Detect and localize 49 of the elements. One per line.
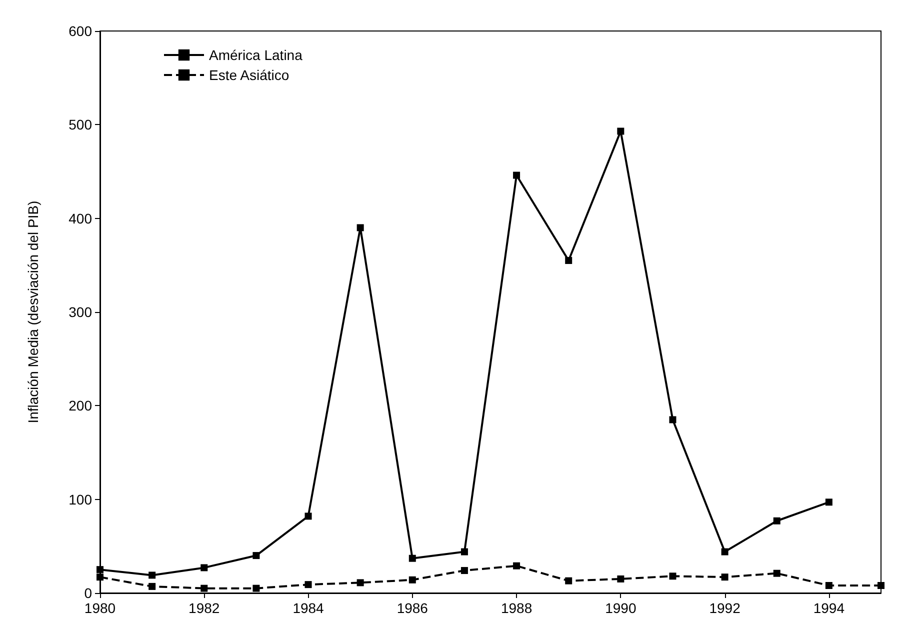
point bbox=[304, 581, 312, 588]
point bbox=[617, 128, 624, 135]
point bbox=[565, 577, 572, 584]
x-tick-label: 1988 bbox=[500, 600, 532, 616]
x-tick-label: 1984 bbox=[292, 600, 324, 616]
point bbox=[200, 584, 208, 592]
y-tick-label: 100 bbox=[68, 491, 92, 508]
x-tick-label: 1986 bbox=[396, 600, 428, 616]
point bbox=[252, 584, 260, 592]
point bbox=[825, 582, 832, 590]
point bbox=[148, 582, 156, 590]
legend-label: América Latina bbox=[209, 47, 303, 63]
point bbox=[721, 574, 728, 581]
y-tick-label: 200 bbox=[68, 398, 92, 414]
legend-label: Este Asiático bbox=[209, 67, 290, 83]
point bbox=[513, 172, 520, 179]
x-tick-label: 1980 bbox=[84, 600, 116, 616]
point bbox=[878, 582, 884, 590]
point bbox=[408, 576, 416, 584]
point bbox=[669, 416, 676, 424]
y-axis-title: Inflación Media (desviación del PIB) bbox=[25, 200, 41, 424]
point bbox=[565, 256, 572, 264]
point bbox=[460, 548, 468, 556]
point bbox=[825, 498, 832, 506]
x-tick-label: 1990 bbox=[605, 600, 636, 616]
point bbox=[773, 570, 780, 577]
x-tick-label: 1982 bbox=[188, 600, 220, 616]
y-tick-label: 400 bbox=[68, 210, 92, 226]
point bbox=[513, 562, 520, 570]
x-tick-label: 1992 bbox=[709, 600, 741, 616]
point bbox=[304, 512, 312, 520]
point bbox=[460, 567, 468, 574]
y-tick-label: 600 bbox=[68, 23, 92, 39]
x-tick-label: 1994 bbox=[813, 600, 845, 616]
point bbox=[356, 579, 364, 586]
point bbox=[96, 566, 104, 574]
point bbox=[252, 552, 260, 560]
y-tick-label: 500 bbox=[68, 116, 92, 133]
y-tick-label: 0 bbox=[84, 585, 92, 601]
point bbox=[408, 554, 416, 562]
y-tick-label: 300 bbox=[68, 304, 92, 320]
point bbox=[200, 564, 208, 572]
point bbox=[617, 575, 624, 582]
point bbox=[669, 572, 676, 580]
point bbox=[773, 517, 780, 524]
point bbox=[148, 572, 156, 579]
point bbox=[96, 574, 104, 581]
point bbox=[721, 548, 728, 556]
point bbox=[356, 224, 364, 232]
